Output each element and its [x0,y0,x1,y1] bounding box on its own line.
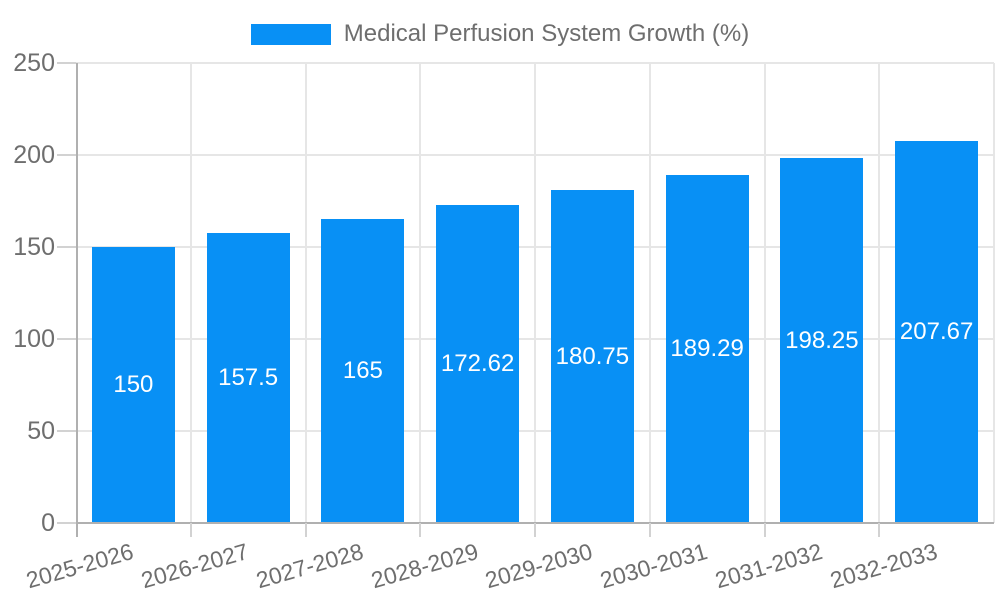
y-axis-tick-label: 200 [13,141,55,169]
bar-value-label: 189.29 [670,334,744,362]
bar-2031-2032[interactable]: 198.25 [780,158,864,523]
x-tick-mark [304,523,307,537]
bar-2028-2029[interactable]: 172.62 [436,205,520,523]
bar-value-label: 207.67 [899,317,974,345]
gridline-vertical [304,63,307,523]
bar-2030-2031[interactable]: 189.29 [665,174,749,523]
bar-2029-2030[interactable]: 180.75 [550,190,634,523]
bar-2032-2033[interactable]: 207.67 [895,140,979,523]
x-tick-mark [648,523,651,537]
legend-swatch [250,23,331,45]
y-tick-mark [57,246,76,248]
x-tick-mark [189,523,192,537]
y-axis-line [76,63,78,537]
bar-value-label: 180.75 [555,342,630,370]
gridline-vertical [648,63,651,523]
bar-2025-2026[interactable]: 150 [91,247,175,523]
y-tick-mark [57,430,76,432]
y-tick-mark [57,62,76,64]
y-axis-tick-label: 250 [13,49,55,77]
bar-2027-2028[interactable]: 165 [321,219,405,523]
y-tick-mark [57,522,76,524]
legend: Medical Perfusion System Growth (%) [0,19,1000,49]
gridline-vertical [189,63,192,523]
y-tick-mark [57,154,76,156]
y-axis-tick-label: 150 [13,233,55,261]
bar-value-label: 172.62 [440,350,515,378]
gridline-vertical [534,63,536,523]
x-tick-mark [534,523,536,537]
bar-value-label: 150 [113,371,154,398]
gridline-vertical [878,63,881,523]
chart-title: Medical Perfusion System Growth (%) [343,20,750,47]
bar-value-label: 165 [342,357,383,385]
gridline-vertical [763,63,766,523]
bar-value-label: 198.25 [785,326,859,354]
x-tick-mark [419,523,422,537]
gridline-vertical [419,63,422,523]
bar-2026-2027[interactable]: 157.5 [206,233,290,523]
gridline-vertical [993,63,995,523]
x-tick-mark [878,523,881,537]
bar-value-label: 157.5 [218,364,279,392]
y-axis-tick-label: 100 [13,325,55,353]
y-tick-mark [57,338,76,340]
y-axis-tick-label: 50 [27,417,55,445]
y-axis-tick-label: 0 [41,509,55,537]
x-tick-mark [763,523,766,537]
